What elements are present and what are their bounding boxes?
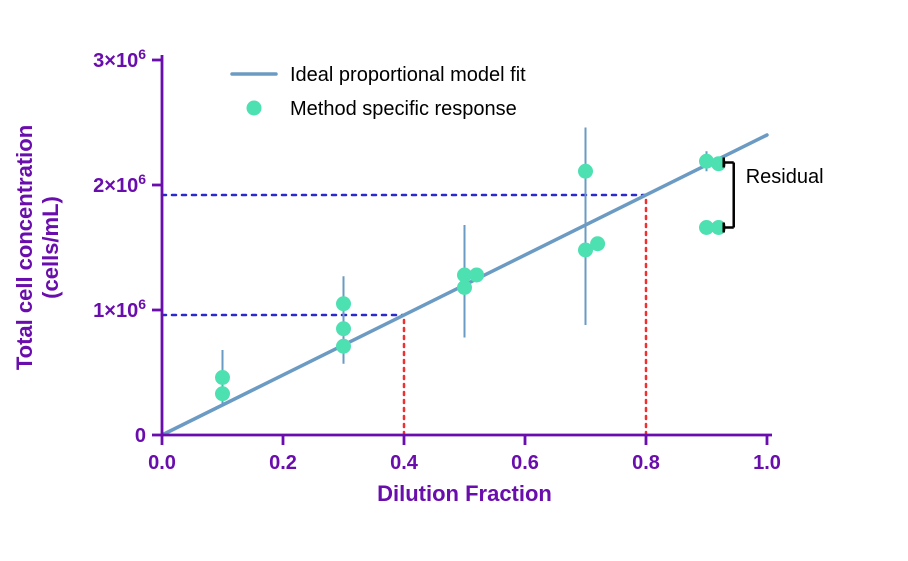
chart-svg: 0.0 0.2 0.4 0.6 0.8 1.0 Dilution Fraction 0 1×10…: [0, 0, 908, 561]
y-tick-label: 0: [135, 425, 146, 447]
y-tick-label: 1×106: [93, 296, 146, 322]
legend-item-label: Method specific response: [290, 98, 517, 120]
y-axis-label-group: Total cell concentration(cells/mL): [12, 125, 63, 370]
legend-marker-swatch: [247, 101, 262, 116]
x-tick-label: 1.0: [753, 452, 781, 474]
data-point: [336, 321, 351, 336]
data-point: [590, 236, 605, 251]
data-point: [578, 164, 593, 179]
residual-label: Residual: [746, 166, 824, 188]
x-tick-label: 0.8: [632, 452, 660, 474]
y-tick-label: 3×106: [93, 46, 146, 72]
data-point: [336, 339, 351, 354]
x-tick-label: 0.6: [511, 452, 539, 474]
data-point: [469, 268, 484, 283]
x-tick-label: 0.0: [148, 452, 176, 474]
x-tick-label: 0.4: [390, 452, 419, 474]
y-axis-label-line1: Total cell concentration: [12, 125, 37, 370]
y-axis-label-line2: (cells/mL): [38, 196, 63, 299]
legend-item-label: Ideal proportional model fit: [290, 64, 526, 86]
chart-container: 0.0 0.2 0.4 0.6 0.8 1.0 Dilution Fraction 0 1×10…: [0, 0, 908, 561]
x-axis-label: Dilution Fraction: [377, 481, 552, 506]
x-tick-label: 0.2: [269, 452, 297, 474]
data-point: [215, 386, 230, 401]
data-point: [336, 296, 351, 311]
data-point: [215, 370, 230, 385]
y-tick-label: 2×106: [93, 171, 146, 197]
residual-bracket: [724, 158, 734, 233]
